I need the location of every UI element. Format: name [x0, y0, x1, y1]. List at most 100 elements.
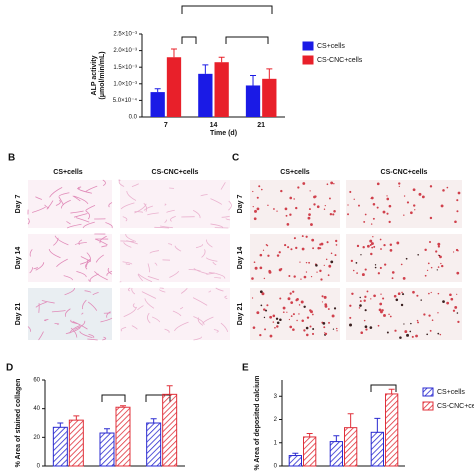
- stained-cell: [437, 266, 440, 268]
- tissue-fiber: [131, 287, 136, 295]
- tissue-fiber: [81, 312, 84, 315]
- stained-cell: [282, 311, 285, 313]
- stained-cell: [356, 244, 360, 248]
- tissue-fiber: [99, 235, 107, 244]
- stained-cell: [280, 189, 283, 193]
- stained-cell: [297, 186, 300, 189]
- stained-cell: [269, 315, 273, 319]
- stained-cell: [306, 316, 310, 319]
- stained-cell: [295, 206, 298, 210]
- stained-cell: [267, 254, 270, 257]
- stained-cell: [365, 328, 368, 331]
- tissue-fiber: [212, 261, 217, 266]
- stained-cell: [388, 313, 390, 316]
- stained-cell: [424, 274, 427, 277]
- stained-cell: [424, 248, 427, 252]
- tissue-fiber: [58, 196, 64, 206]
- y-tick-label: 2.5×10⁻³: [113, 32, 137, 38]
- tissue-fiber: [123, 242, 132, 248]
- stained-cell: [282, 306, 286, 310]
- tissue-fiber: [73, 213, 88, 218]
- stained-cell: [383, 243, 386, 247]
- error-bar: [388, 388, 395, 394]
- stained-cell: [272, 314, 276, 318]
- stained-cell: [414, 209, 416, 211]
- y-axis-label: % Area of deposited calcium: [254, 375, 261, 470]
- stained-cell: [364, 268, 367, 271]
- stained-cell: [351, 292, 354, 296]
- error-bar: [104, 428, 110, 434]
- stained-cell: [429, 185, 433, 188]
- stained-cell: [440, 264, 444, 268]
- stained-cell: [423, 313, 426, 316]
- panel-label: B: [8, 153, 15, 164]
- stained-cell: [276, 254, 280, 257]
- stained-cell: [274, 326, 276, 329]
- tissue-fiber: [32, 206, 46, 213]
- tissue-fiber: [205, 257, 218, 262]
- stained-cell: [285, 214, 288, 217]
- stained-cell: [412, 204, 416, 207]
- micrograph: [346, 180, 462, 228]
- tissue-fiber: [35, 301, 47, 308]
- bar: [115, 406, 131, 467]
- stained-cell: [298, 304, 301, 306]
- bar: [288, 455, 303, 467]
- tissue-fiber: [54, 323, 60, 325]
- stained-cell: [403, 323, 405, 325]
- tissue-fiber: [79, 331, 93, 338]
- stained-cell: [292, 290, 295, 293]
- stained-cell: [370, 223, 373, 225]
- stained-cell: [293, 198, 295, 200]
- stained-cell: [386, 197, 390, 201]
- stained-cell: [429, 216, 433, 220]
- stained-cell: [353, 198, 355, 200]
- stained-cell: [251, 277, 254, 280]
- stained-cell: [299, 261, 301, 263]
- bar: [166, 57, 182, 117]
- panel-label: E: [242, 363, 249, 374]
- tissue-fiber: [82, 299, 87, 310]
- bar: [162, 393, 178, 467]
- stained-cell: [398, 182, 401, 185]
- tissue-fiber: [174, 245, 182, 252]
- stained-cell: [259, 333, 262, 337]
- stained-cell: [301, 235, 304, 238]
- stained-cell: [317, 246, 321, 250]
- bar: [52, 426, 68, 467]
- stained-cell: [386, 212, 389, 215]
- tissue-fiber: [188, 268, 201, 272]
- stained-cell: [305, 235, 308, 238]
- stained-cell: [259, 253, 263, 257]
- stained-cell: [403, 214, 405, 216]
- tissue-fiber: [46, 200, 54, 210]
- column-header: CS-CNC+cells: [152, 169, 199, 176]
- tissue-fiber: [131, 325, 138, 330]
- error-bar: [202, 64, 209, 74]
- stained-cell: [437, 292, 440, 295]
- stained-cell: [364, 309, 367, 312]
- tissue-fiber: [102, 336, 107, 341]
- row-label: Day 14: [237, 247, 244, 270]
- stained-cell: [259, 266, 263, 270]
- stained-cell: [263, 308, 266, 311]
- stained-cell: [286, 311, 288, 313]
- stained-cell: [335, 239, 338, 243]
- stained-cell: [359, 300, 362, 302]
- stained-cell: [252, 326, 256, 329]
- tissue-fiber: [87, 338, 98, 341]
- stained-cell: [430, 291, 432, 294]
- stained-cell: [309, 309, 312, 312]
- stained-cell: [442, 189, 445, 192]
- stained-cell: [402, 293, 405, 296]
- stained-cell: [456, 210, 459, 213]
- stained-cell: [303, 275, 307, 279]
- tissue-fiber: [106, 311, 111, 318]
- panel-label: D: [6, 363, 13, 374]
- stained-cell: [327, 308, 330, 310]
- stained-cell: [427, 262, 430, 265]
- tissue-fiber: [44, 204, 50, 209]
- tissue-fiber: [53, 237, 59, 246]
- tissue-fiber: [41, 300, 55, 304]
- stained-cell: [313, 203, 316, 206]
